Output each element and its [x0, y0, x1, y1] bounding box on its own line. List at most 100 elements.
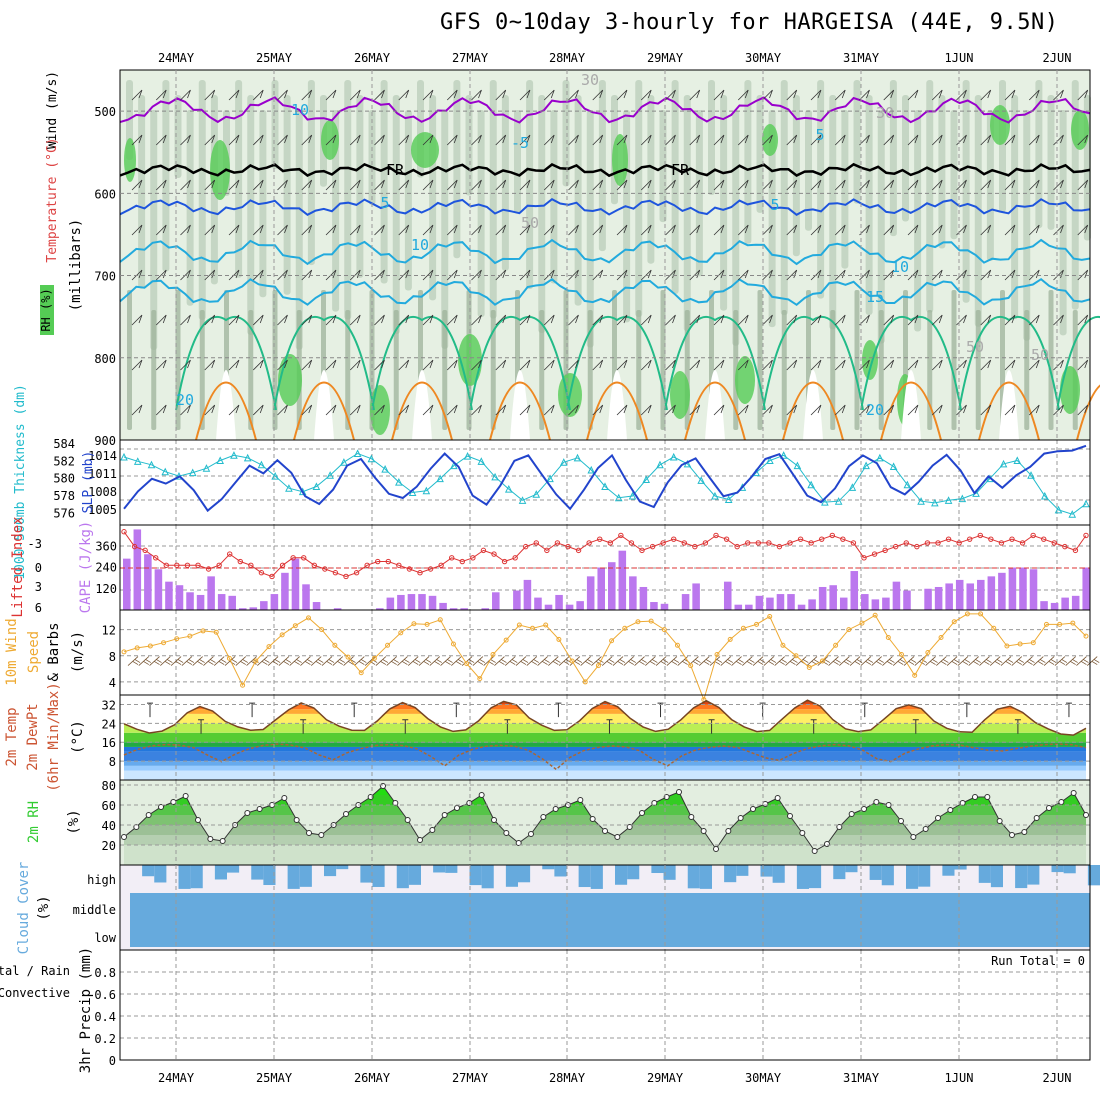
cape-bar: [650, 602, 658, 610]
wind10-barb: [537, 656, 550, 666]
cape-ylabel: CAPE (J/kg): [78, 521, 94, 614]
lifted-marker: [893, 543, 899, 550]
wind-barb: [907, 224, 919, 236]
wind10-barb: [839, 656, 852, 666]
rh-moist-15: [1071, 110, 1089, 150]
wind10-marker: [450, 641, 456, 647]
cape-bar: [249, 607, 258, 610]
rh2m-marker: [639, 810, 645, 816]
wind-barb: [398, 359, 410, 371]
wind-barb: [665, 314, 676, 326]
cape-bar: [1071, 595, 1080, 610]
wind10-marker: [846, 627, 852, 633]
wind-barb: [1028, 179, 1040, 191]
temp-band-6: [124, 732, 1086, 743]
wind-barb: [1004, 269, 1016, 281]
lifted-marker: [1051, 540, 1057, 546]
cape-bar: [281, 572, 289, 610]
wind10-marker: [253, 658, 259, 664]
wind10-ylabel-4: (m/s): [70, 631, 86, 673]
cape-bar: [924, 588, 932, 610]
thickness-marker: [395, 478, 403, 486]
wind10-marker: [398, 630, 404, 636]
wind-barb: [277, 359, 288, 371]
wind-barb: [422, 179, 434, 191]
cape-tick-360: 360: [95, 539, 117, 553]
temp-band-8: [124, 713, 1086, 724]
rh2m-marker: [614, 834, 621, 840]
temp-ylabel-3: (6hr Min/Max): [46, 682, 62, 792]
wind-barb: [446, 359, 458, 371]
wind-barb: [495, 179, 507, 191]
cape-bar: [397, 594, 405, 610]
lifted-marker: [459, 558, 465, 565]
rh-band: [1059, 110, 1067, 336]
wind-barb: [398, 224, 410, 236]
lifted-marker: [565, 543, 571, 550]
cloud-high-bar: [663, 865, 676, 880]
lifted-marker: [882, 547, 888, 554]
cape-bar: [418, 594, 426, 610]
wind10-barb: [397, 656, 410, 666]
rh2m-marker: [1009, 832, 1015, 838]
thickness-marker: [821, 497, 829, 506]
wind-barb: [155, 134, 167, 146]
wind10-marker: [121, 649, 127, 655]
cape-bar: [945, 583, 953, 610]
rh2m-marker: [454, 805, 460, 811]
contour-label-0: 10: [291, 101, 309, 119]
rh2m-marker: [441, 812, 448, 818]
wind10-marker: [859, 620, 865, 626]
wind-barb: [883, 224, 895, 236]
wind-barb: [204, 314, 216, 326]
wind-barb: [228, 359, 240, 371]
thickness-marker: [711, 491, 719, 500]
cape-bar: [787, 594, 795, 610]
contour-label-14: 20: [176, 391, 194, 409]
wind10-marker: [1057, 621, 1063, 627]
profile-ylabel-units: (millibars): [68, 219, 84, 312]
rh-band: [198, 80, 206, 320]
dry-column-3: [510, 370, 530, 440]
wind-barb: [543, 224, 555, 236]
wind-barb: [301, 179, 313, 191]
rh2m-tick-60: 60: [102, 799, 116, 813]
wind-barb: [762, 359, 773, 371]
rh2m-marker: [700, 828, 707, 834]
wind-barb: [155, 359, 167, 371]
wind-barb: [398, 89, 410, 101]
wind10-marker: [714, 651, 720, 657]
wind10-barb: [472, 656, 486, 666]
wind-barb: [446, 269, 458, 281]
wind-barb: [495, 269, 507, 281]
wind-barb: [204, 89, 216, 101]
wind-barb: [980, 224, 992, 236]
wind-barb: [568, 314, 579, 326]
wind-barb: [471, 314, 482, 326]
lifted-marker: [766, 540, 772, 546]
isotherm-5: [119, 198, 1091, 216]
wind-barb: [495, 359, 507, 371]
thickness-marker: [133, 457, 142, 465]
wind10-marker: [991, 625, 997, 631]
wind10-marker: [819, 658, 825, 664]
cape-bar: [797, 604, 806, 610]
wind-barb: [471, 404, 482, 416]
wind10-marker: [635, 619, 641, 625]
wind-barb: [519, 404, 531, 416]
lifted-marker: [903, 540, 909, 546]
isotherm-25-3: [489, 381, 551, 441]
rh-band-dark: [1048, 290, 1054, 430]
rh-band-dark: [830, 310, 836, 430]
wind-barb: [519, 134, 531, 146]
rh2m-marker: [750, 806, 756, 812]
lifted-marker: [628, 540, 635, 546]
cloud-high-bar: [578, 865, 591, 888]
cape-bar: [565, 604, 574, 610]
pressure-tick-500: 500: [94, 105, 116, 119]
wind-barb: [810, 179, 822, 191]
wind-barb: [277, 134, 288, 146]
rh-band: [138, 95, 146, 289]
wind-barb: [568, 269, 579, 281]
cloud-high-bar: [154, 865, 167, 883]
